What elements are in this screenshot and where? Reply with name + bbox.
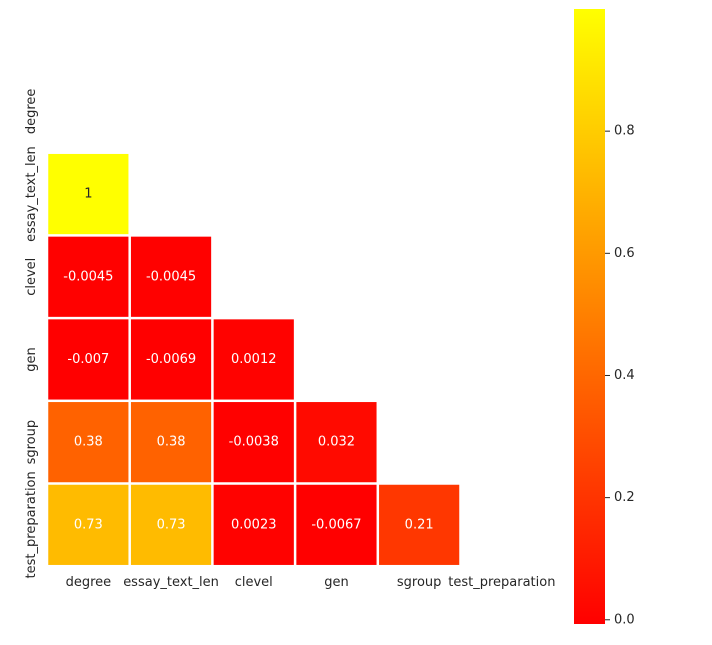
- heatmap-cell-r5-c4: [379, 484, 460, 565]
- colorbar: 0.0 0.2 0.4 0.6 0.8: [574, 9, 635, 627]
- x-tick-label-degree: degree: [66, 575, 112, 590]
- cell-value-label: 0.0012: [231, 352, 277, 367]
- heatmap-cells: 1 -0.0045 -0.0045 -0.007 -0.0069 0.0012 0.38 0.…: [48, 153, 460, 565]
- heatmap-cell-r2-c0: [48, 236, 129, 317]
- heatmap-cell-r4-c3: [296, 402, 377, 483]
- cell-value-label: 0.21: [405, 517, 434, 532]
- cell-value-label: -0.0069: [146, 352, 196, 367]
- x-axis-tick-labels: degree essay_text_len clevel gen sgroup test_…: [66, 575, 556, 590]
- colorbar-tick-label: 0.0: [614, 612, 635, 627]
- heatmap-cell-r4-c1: [130, 402, 212, 483]
- heatmap-cell-r5-c0: [48, 484, 129, 565]
- colorbar-tick-label: 0.6: [614, 246, 635, 261]
- colorbar-tick-label: 0.2: [614, 490, 635, 505]
- heatmap-cell-r4-c2: [213, 402, 294, 483]
- heatmap-cell-r5-c3: [296, 484, 377, 565]
- cell-value-label: -0.0045: [146, 269, 196, 284]
- cell-value-label: 1: [84, 187, 92, 202]
- cell-value-label: -0.0038: [229, 435, 279, 450]
- y-tick-label-sgroup: sgroup: [24, 420, 39, 465]
- heatmap-cell-r4-c0: [48, 402, 129, 483]
- heatmap-cell-r3-c1: [130, 319, 212, 400]
- heatmap-cell-r3-c0: [48, 319, 129, 400]
- cell-value-label: -0.007: [67, 352, 109, 367]
- y-tick-label-clevel: clevel: [24, 258, 39, 296]
- cell-value-label: -0.0067: [311, 517, 361, 532]
- heatmap-cell-r2-c1: [130, 236, 212, 317]
- x-tick-label-clevel: clevel: [235, 575, 273, 590]
- cell-value-label: 0.38: [74, 435, 103, 450]
- y-tick-label-gen: gen: [24, 347, 39, 372]
- x-tick-label-gen: gen: [324, 575, 349, 590]
- y-tick-label-test-preparation: test_preparation: [24, 471, 39, 578]
- x-tick-label-essay-text-len: essay_text_len: [123, 575, 219, 590]
- colorbar-tick-label: 0.8: [614, 124, 635, 139]
- heatmap-cell-r5-c2: [213, 484, 294, 565]
- y-tick-label-essay-text-len: essay_text_len: [24, 146, 39, 242]
- cell-value-label: 0.38: [157, 435, 186, 450]
- cell-value-label: 0.0023: [231, 517, 277, 532]
- y-tick-label-degree: degree: [24, 89, 39, 135]
- heatmap-cell-r1-c0: [48, 153, 129, 235]
- x-tick-label-test-preparation: test_preparation: [448, 575, 555, 590]
- x-tick-label-sgroup: sgroup: [397, 575, 442, 590]
- colorbar-tick-label: 0.4: [614, 368, 635, 383]
- heatmap-cell-r3-c2: [213, 319, 294, 400]
- heatmap-cell-r5-c1: [130, 484, 212, 565]
- cell-value-label: 0.73: [157, 517, 186, 532]
- colorbar-gradient: [574, 9, 605, 624]
- cell-value-label: 0.032: [318, 435, 355, 450]
- cell-value-label: 0.73: [74, 517, 103, 532]
- cell-value-label: -0.0045: [63, 269, 113, 284]
